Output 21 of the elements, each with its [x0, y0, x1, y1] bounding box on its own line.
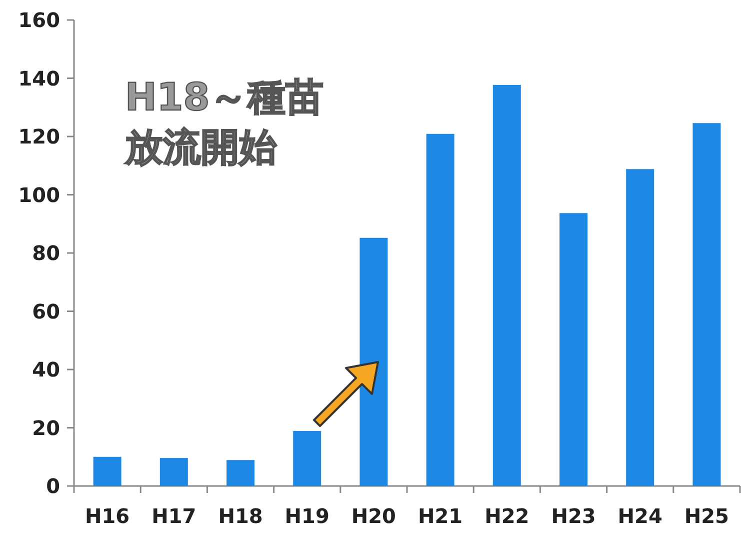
y-tick-label: 120: [18, 124, 60, 148]
x-tick-label: H22: [484, 504, 530, 528]
x-tick-label: H24: [618, 504, 662, 528]
x-tick-label: H19: [284, 504, 330, 528]
y-tick-label: 0: [46, 474, 60, 498]
y-tick-label: 140: [18, 66, 60, 90]
y-tick-label: 160: [18, 8, 60, 32]
x-tick-label: H18: [218, 504, 263, 528]
x-tick-label: H21: [418, 504, 463, 528]
y-tick-label: 20: [32, 416, 60, 440]
x-tick-label: H23: [551, 504, 596, 528]
annotation: H18～種苗: [125, 75, 324, 119]
y-tick-label: 80: [32, 241, 60, 265]
x-tick-label: H25: [684, 504, 729, 528]
x-tick-label: H20: [351, 504, 396, 528]
x-tick-label: H16: [85, 504, 130, 528]
y-tick-label: 100: [18, 182, 60, 207]
x-tick-label: H17: [152, 504, 196, 528]
y-tick-label: 40: [32, 358, 60, 382]
y-tick-label: 60: [32, 299, 60, 324]
annotation: 放流開始: [124, 125, 277, 169]
